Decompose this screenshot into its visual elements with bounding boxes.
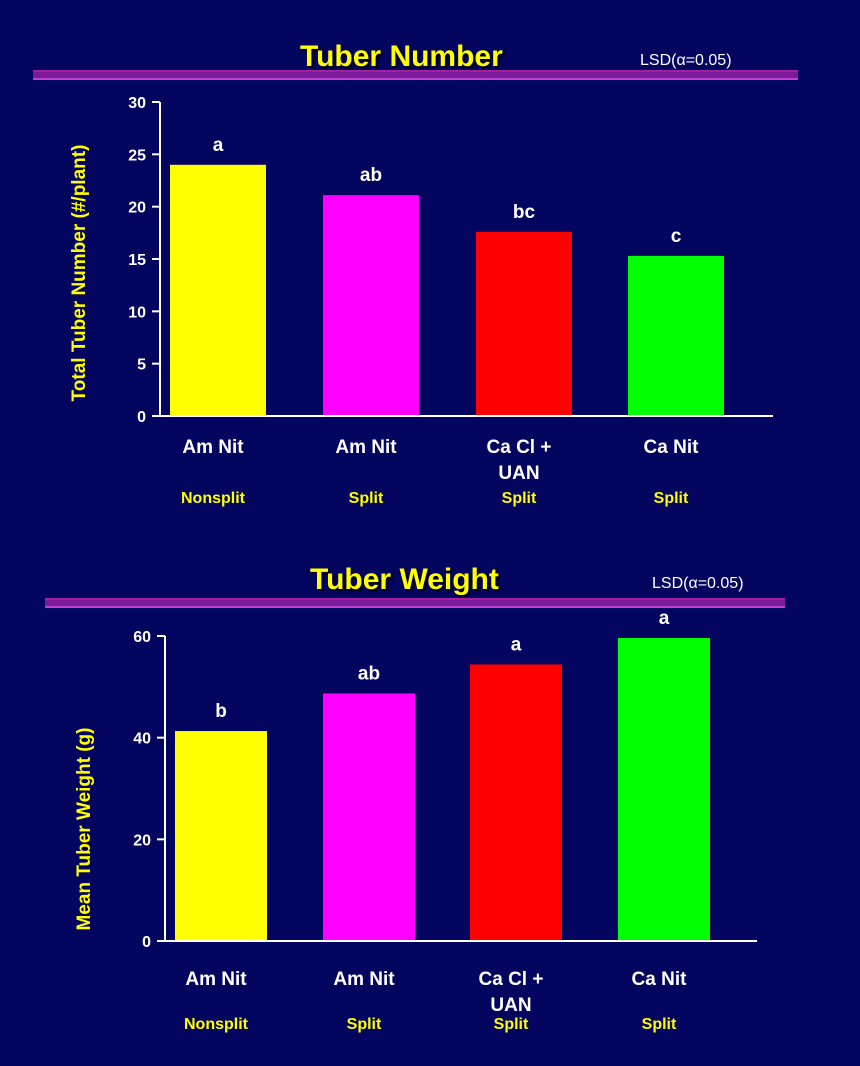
- x-tick-label: Am Nit: [333, 969, 395, 990]
- bar: [618, 638, 710, 941]
- x-tick-label: Ca Cl +: [487, 437, 552, 458]
- bar: [170, 164, 266, 416]
- lsd-annotation: LSD(α=0.05): [640, 52, 732, 69]
- significance-label: b: [215, 701, 227, 722]
- application-label: Split: [654, 490, 689, 507]
- y-tick-label: 5: [137, 357, 146, 374]
- tuber-number-plot: a ab bc c 0 5 10 15 20 25 30 Am Nit Nonsplit Am Nit Sp…: [128, 95, 773, 507]
- bar: [628, 255, 724, 416]
- application-label: Nonsplit: [184, 1016, 249, 1033]
- significance-label: a: [511, 634, 522, 655]
- tuber-weight-plot: b ab a a 0 20 40 60 Am Nit Nonsplit Am Nit Split Ca …: [133, 608, 757, 1033]
- significance-label: bc: [513, 202, 536, 223]
- application-label: Split: [349, 490, 384, 507]
- significance-label: a: [659, 608, 670, 629]
- significance-label: c: [671, 226, 682, 247]
- application-label: Split: [347, 1016, 382, 1033]
- x-tick-label: UAN: [498, 463, 539, 484]
- lsd-annotation: LSD(α=0.05): [652, 575, 744, 592]
- y-tick-label: 10: [128, 304, 146, 321]
- y-tick-label: 30: [128, 95, 146, 112]
- chart-title: Tuber Weight: [310, 563, 499, 596]
- significance-label: ab: [358, 663, 380, 684]
- y-tick-label: 60: [133, 629, 151, 646]
- y-tick-label: 20: [128, 200, 146, 217]
- application-label: Nonsplit: [181, 490, 246, 507]
- x-tick-label: Ca Nit: [644, 437, 700, 458]
- bar: [323, 693, 415, 941]
- x-tick-label: UAN: [490, 995, 531, 1016]
- x-tick-label: Ca Nit: [632, 969, 688, 990]
- application-label: Split: [502, 490, 537, 507]
- y-tick-label: 20: [133, 832, 151, 849]
- x-tick-label: Am Nit: [335, 437, 397, 458]
- x-tick-label: Am Nit: [182, 437, 244, 458]
- x-tick-label: Am Nit: [185, 969, 247, 990]
- y-tick-label: 25: [128, 147, 146, 164]
- tuber-number-chart: Tuber Number LSD(α=0.05) Total Tuber Num…: [0, 0, 860, 530]
- chart-title: Tuber Number: [300, 40, 503, 73]
- bar: [175, 731, 267, 941]
- bar: [476, 231, 572, 416]
- title-divider: [45, 598, 785, 608]
- y-tick-label: 0: [142, 934, 151, 951]
- y-tick-label: 40: [133, 731, 151, 748]
- bar: [470, 664, 562, 941]
- significance-label: ab: [360, 165, 382, 186]
- application-label: Split: [494, 1016, 529, 1033]
- bar: [323, 195, 419, 416]
- title-divider: [33, 70, 798, 80]
- y-tick-label: 0: [137, 409, 146, 426]
- x-tick-label: Ca Cl +: [479, 969, 544, 990]
- y-tick-label: 15: [128, 252, 146, 269]
- application-label: Split: [642, 1016, 677, 1033]
- tuber-weight-chart: Tuber Weight LSD(α=0.05) Mean Tuber Weig…: [0, 555, 860, 1055]
- significance-label: a: [213, 135, 224, 156]
